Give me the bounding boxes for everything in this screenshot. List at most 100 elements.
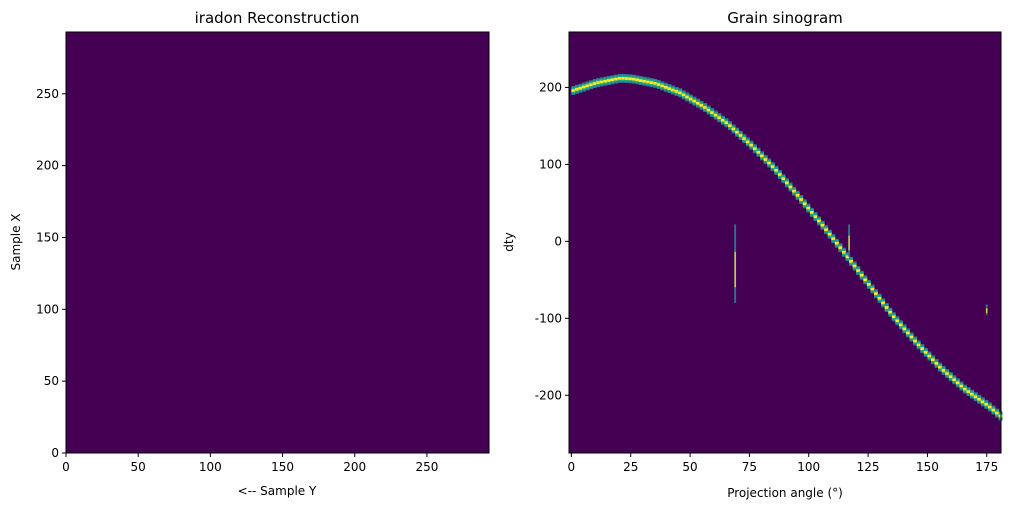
- trace-band-core: [752, 147, 757, 151]
- trace-band-core: [713, 113, 718, 117]
- trace-band-core: [920, 347, 925, 350]
- trace-band-core: [728, 124, 732, 128]
- right-xtick-label: 100: [797, 460, 820, 474]
- trace-band-core: [653, 82, 658, 85]
- trace-band-core: [610, 78, 615, 82]
- trace-band-core: [578, 86, 583, 90]
- left-ylabel: Sample X: [9, 213, 23, 270]
- trace-band-core: [909, 335, 914, 339]
- trace-band-core: [777, 173, 782, 176]
- trace-band-core: [606, 79, 611, 82]
- right-xtick-label: 75: [742, 460, 757, 474]
- trace-band-core: [585, 84, 590, 88]
- trace-band-core: [852, 264, 857, 268]
- trace-band-core: [703, 106, 708, 109]
- trace-band-core: [738, 134, 743, 137]
- left-ytick-label: 100: [36, 302, 59, 316]
- trace-band-core: [614, 77, 619, 81]
- right-image: [569, 32, 1001, 453]
- trace-band-core: [895, 319, 900, 323]
- trace-band-core: [795, 194, 800, 197]
- sinogram-trace: [571, 73, 1003, 421]
- right-xtick-label: 25: [623, 460, 638, 474]
- sinogram-spike-core: [734, 251, 736, 288]
- left-ytick-label: 200: [36, 159, 59, 173]
- trace-band-core: [973, 395, 978, 399]
- trace-band-core: [646, 80, 651, 84]
- trace-band-core: [692, 99, 697, 103]
- left-title: iradon Reconstruction: [195, 9, 360, 27]
- right-xtick-label: 150: [916, 460, 939, 474]
- trace-band-core: [877, 296, 882, 300]
- sinogram-spike-core: [986, 308, 988, 314]
- right-title: Grain sinogram: [727, 9, 843, 27]
- trace-band-core: [596, 81, 601, 84]
- trace-band-core: [792, 189, 797, 193]
- left-panel: iradon Reconstruction 0 50 100 150 200 250 0 5…: [9, 9, 490, 498]
- trace-band-core: [731, 127, 736, 131]
- trace-band-core: [667, 87, 672, 90]
- trace-band-core: [906, 331, 911, 335]
- right-xtick-label: 175: [975, 460, 998, 474]
- trace-band-core: [788, 185, 793, 189]
- trace-band-core: [710, 111, 715, 114]
- left-xtick-label: 150: [271, 460, 294, 474]
- right-ytick-label: -100: [535, 311, 562, 325]
- trace-band-core: [955, 381, 960, 385]
- trace-band-core: [884, 306, 889, 309]
- trace-band-core: [898, 323, 903, 327]
- trace-band-core: [656, 83, 661, 86]
- trace-band-core: [724, 121, 729, 125]
- left-x-ticks: 0 50 100 150 200 250: [62, 453, 438, 474]
- left-ytick-label: 50: [44, 374, 59, 388]
- trace-band-core: [635, 78, 640, 82]
- trace-band-core: [824, 228, 829, 231]
- right-ytick-label: 100: [539, 157, 562, 171]
- trace-band-core: [603, 79, 608, 83]
- trace-band-core: [859, 273, 864, 277]
- trace-band-core: [767, 161, 772, 165]
- trace-band-core: [745, 140, 750, 144]
- trace-band-core: [991, 408, 996, 412]
- trace-band-core: [760, 154, 765, 158]
- left-xtick-label: 50: [131, 460, 146, 474]
- trace-band-core: [856, 269, 861, 272]
- trace-band-core: [916, 343, 921, 347]
- trace-band-core: [699, 103, 704, 107]
- right-xtick-label: 0: [568, 460, 576, 474]
- sinogram-spike-core: [848, 235, 850, 251]
- trace-band-core: [841, 250, 846, 254]
- trace-band-core: [642, 79, 647, 83]
- trace-band-core: [945, 372, 950, 375]
- right-ytick-label: 0: [554, 234, 562, 248]
- left-ytick-label: 150: [36, 230, 59, 244]
- trace-band-core: [770, 165, 775, 168]
- trace-band-core: [888, 310, 893, 314]
- trace-band-core: [674, 90, 679, 93]
- trace-band-core: [574, 88, 579, 91]
- trace-band-core: [631, 77, 636, 81]
- trace-band-core: [980, 400, 985, 404]
- right-xtick-label: 50: [682, 460, 697, 474]
- trace-band-core: [834, 241, 839, 245]
- trace-band-core: [952, 378, 957, 382]
- left-ytick-label: 0: [51, 446, 59, 460]
- trace-band-core: [849, 260, 854, 263]
- trace-band-core: [820, 223, 825, 227]
- trace-band-core: [966, 390, 971, 393]
- trace-band-core: [959, 384, 964, 388]
- trace-band-core: [870, 287, 875, 291]
- trace-band-core: [592, 82, 597, 85]
- trace-band-core: [948, 375, 953, 378]
- trace-band-core: [831, 237, 836, 240]
- right-ylabel: dty: [502, 232, 516, 251]
- trace-band-core: [678, 91, 683, 95]
- trace-band-core: [913, 339, 918, 343]
- right-x-ticks: 0 25 50 75 100 125 150 175: [568, 453, 998, 474]
- trace-band-core: [660, 84, 665, 88]
- trace-band-core: [987, 405, 992, 409]
- sinogram-spikes: [734, 224, 988, 316]
- trace-band-core: [720, 118, 725, 122]
- trace-band-core: [995, 411, 1000, 415]
- trace-band-core: [813, 215, 818, 218]
